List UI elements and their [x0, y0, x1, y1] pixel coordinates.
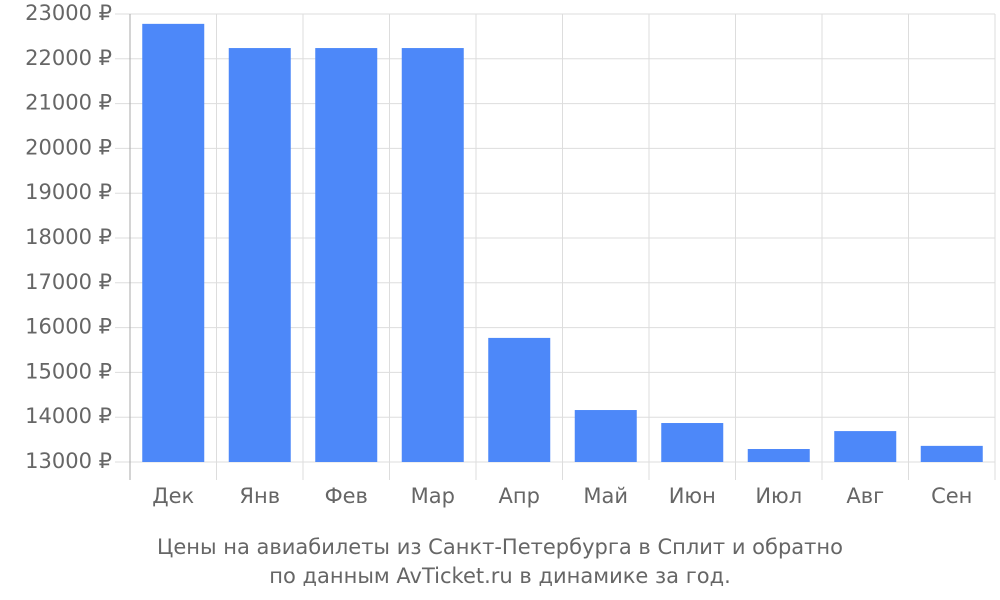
y-tick-label: 20000 ₽: [25, 135, 112, 159]
x-tick-label: Авг: [846, 484, 884, 508]
y-tick-label: 21000 ₽: [25, 91, 112, 115]
x-tick-label: Янв: [239, 484, 280, 508]
caption-line: Цены на авиабилеты из Санкт-Петербурга в…: [157, 535, 843, 559]
bar: [920, 445, 983, 462]
bar: [488, 337, 551, 462]
y-tick-label: 23000 ₽: [25, 1, 112, 25]
y-tick-label: 22000 ₽: [25, 46, 112, 70]
bar: [228, 48, 291, 462]
y-tick-label: 19000 ₽: [25, 180, 112, 204]
y-tick-label: 16000 ₽: [25, 315, 112, 339]
y-tick-label: 18000 ₽: [25, 225, 112, 249]
x-tick-label: Сен: [931, 484, 972, 508]
bar: [661, 423, 724, 462]
bar: [747, 449, 810, 462]
bar: [315, 48, 378, 462]
x-tick-label: Дек: [152, 484, 194, 508]
x-tick-label: Июн: [669, 484, 716, 508]
bar: [834, 431, 897, 462]
y-tick-label: 15000 ₽: [25, 359, 112, 383]
y-tick-label: 17000 ₽: [25, 270, 112, 294]
x-tick-label: Фев: [325, 484, 368, 508]
x-tick-label: Апр: [499, 484, 540, 508]
caption-line: по данным AvTicket.ru в динамике за год.: [269, 564, 731, 588]
x-tick-label: Мар: [411, 484, 455, 508]
y-tick-label: 13000 ₽: [25, 449, 112, 473]
bar: [574, 410, 637, 462]
bar: [401, 48, 464, 462]
x-tick-label: Май: [583, 484, 628, 508]
y-tick-label: 14000 ₽: [25, 404, 112, 428]
bar: [142, 23, 205, 463]
x-tick-label: Июл: [755, 484, 802, 508]
